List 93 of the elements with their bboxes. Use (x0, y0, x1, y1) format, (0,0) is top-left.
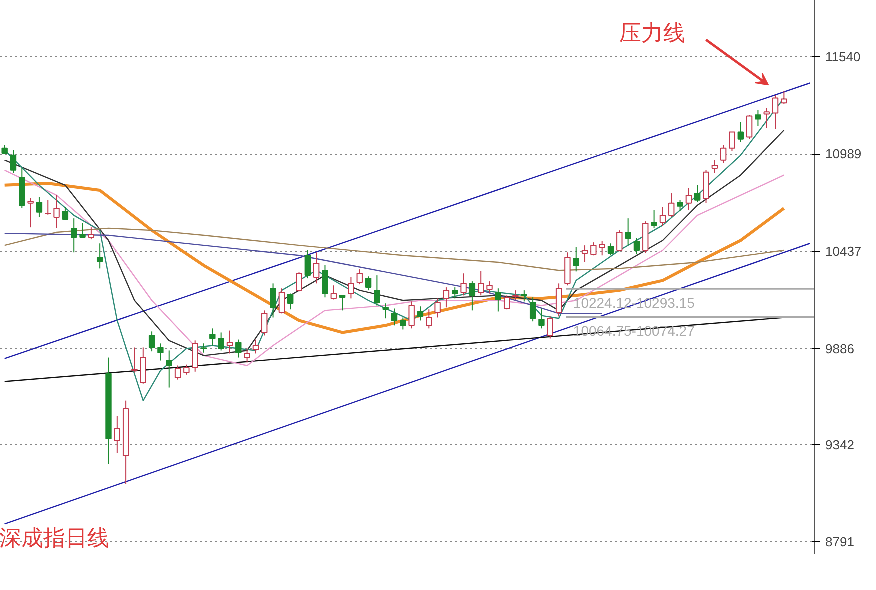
line-series (4, 130, 785, 356)
candlestick (547, 316, 554, 340)
candlestick (651, 210, 658, 229)
candlestick (504, 295, 510, 310)
candlestick (288, 293, 294, 310)
candlestick (772, 94, 779, 130)
candlestick (365, 276, 372, 292)
candlestick (434, 298, 441, 318)
candlestick (460, 273, 467, 296)
candlestick (486, 281, 493, 294)
candlestick (608, 243, 614, 256)
candlestick (313, 252, 320, 284)
candlestick (296, 272, 302, 292)
candlestick (668, 193, 675, 218)
candlestick (746, 114, 753, 140)
candlestick (10, 150, 17, 174)
candlestick (521, 290, 528, 302)
y-tick-label: 9886 (826, 341, 854, 356)
candlestick (270, 283, 276, 318)
candlestick (530, 297, 536, 322)
candlestick (677, 200, 684, 212)
candlestick (218, 332, 224, 352)
candlestick (712, 160, 718, 174)
y-tick-label: 8791 (826, 534, 854, 550)
annotation: 压力线 (620, 20, 686, 46)
candlestick (200, 343, 208, 354)
y-tick-label: 10437 (826, 244, 862, 260)
candlestick (174, 365, 182, 380)
candlestick (88, 227, 95, 240)
candlestick (45, 200, 52, 216)
candlestick (96, 243, 104, 270)
candlestick (184, 364, 190, 376)
candlestick (132, 347, 138, 374)
candlestick (71, 218, 78, 254)
candlestick (660, 206, 666, 228)
candlestick (694, 184, 701, 204)
candlestick (469, 281, 476, 312)
candlestick (148, 331, 156, 352)
candlestick (210, 328, 216, 346)
candlestick (616, 230, 623, 252)
candlestick (729, 132, 736, 152)
candlestick (114, 416, 120, 454)
candlestick (382, 303, 389, 320)
candlestick (80, 223, 86, 240)
y-tick-label: 10989 (826, 146, 862, 162)
candlestick (391, 308, 398, 326)
candlestick (28, 198, 34, 228)
candlestick (599, 241, 606, 256)
candlestick (538, 308, 545, 330)
candlestick (322, 265, 328, 298)
candlestick (62, 206, 69, 222)
line-series (4, 228, 785, 272)
candlestick (417, 306, 424, 322)
candlestick (512, 290, 519, 302)
candlestick (330, 285, 337, 300)
candlestick (252, 339, 260, 354)
line-series (4, 170, 785, 366)
candlestick (686, 188, 692, 211)
candlestick (478, 271, 484, 296)
y-tick-label: 9342 (826, 437, 854, 452)
candlestick (625, 218, 632, 246)
candlestick (400, 317, 406, 330)
candlestick (36, 196, 43, 218)
candlestick (54, 194, 60, 229)
candlestick (738, 122, 744, 143)
candlestick (166, 350, 172, 388)
y-tick-label: 11540 (826, 49, 861, 64)
candlestick (226, 330, 234, 354)
candlestick (426, 309, 432, 330)
line-series (3, 182, 786, 334)
candlestick (262, 310, 268, 336)
candlestick (556, 283, 562, 318)
candlestick (304, 250, 312, 280)
candlestick (590, 242, 597, 256)
candlestick (348, 277, 354, 300)
candlestick (755, 110, 762, 127)
candlestick (495, 288, 502, 312)
candlestick (278, 288, 286, 314)
candlestick (764, 108, 770, 129)
candlestick (443, 287, 450, 308)
candlestick (573, 247, 580, 272)
candlestick (408, 301, 415, 330)
candlestick (452, 287, 458, 300)
candlestick (720, 144, 727, 164)
candlestick (158, 343, 164, 362)
candlestick (582, 245, 588, 264)
candlestick (339, 295, 346, 312)
candlestick (236, 339, 242, 358)
candlestick (374, 275, 380, 306)
candlestick (244, 348, 250, 364)
candlestick (781, 90, 788, 105)
candlestick (356, 269, 363, 286)
candlestick (634, 238, 640, 256)
